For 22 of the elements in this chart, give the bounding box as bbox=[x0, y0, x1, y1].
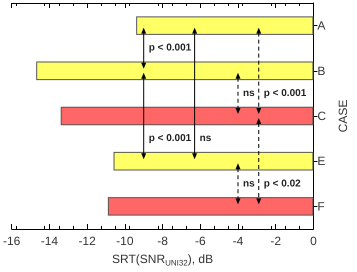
x-tick-label: -10 bbox=[116, 234, 134, 248]
x-tick-label: -8 bbox=[157, 234, 168, 248]
y-axis-title: CASE bbox=[336, 100, 350, 132]
x-tick-label: -6 bbox=[194, 234, 206, 248]
annotation: p < 0.02 bbox=[264, 178, 302, 190]
x-tick-label: 0 bbox=[310, 234, 318, 248]
annotation: ns bbox=[242, 88, 256, 99]
x-tick-label: -12 bbox=[78, 234, 96, 248]
y-tick-label: A bbox=[317, 18, 326, 33]
x-tick-label: -16 bbox=[3, 234, 21, 248]
annotation: ns bbox=[200, 133, 212, 144]
annotation: p < 0.001 bbox=[264, 88, 307, 99]
x-tick-label: -2 bbox=[270, 234, 282, 248]
x-tick-label: -14 bbox=[40, 234, 58, 248]
annotation: ns bbox=[242, 178, 256, 190]
y-tick-label: B bbox=[317, 64, 326, 78]
x-tick-label: -4 bbox=[232, 234, 244, 248]
annotation: p < 0.001 bbox=[148, 133, 192, 144]
y-tick-label: E bbox=[317, 154, 326, 168]
annotation: p < 0.001 bbox=[148, 42, 192, 54]
y-tick-label: C bbox=[317, 109, 326, 123]
y-tick-label: F bbox=[317, 199, 325, 214]
